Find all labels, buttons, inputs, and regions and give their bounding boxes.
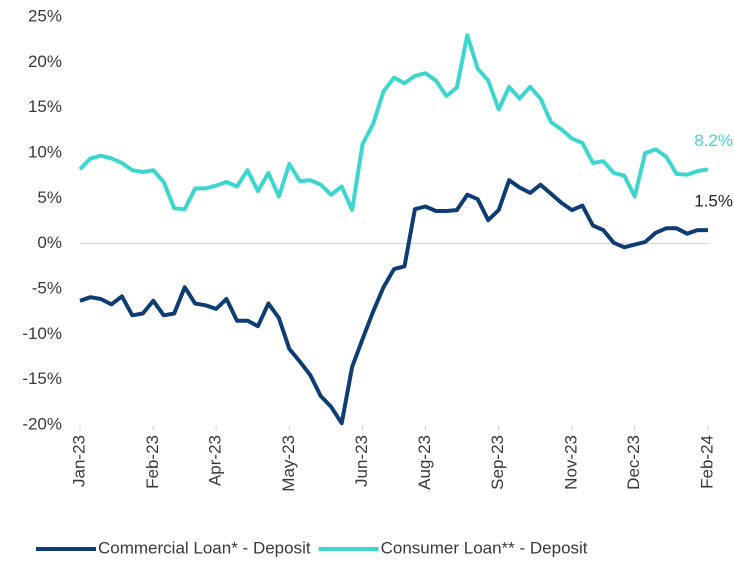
- x-tick-label: Apr-23: [206, 435, 225, 486]
- x-tick-label: Jan-23: [69, 435, 88, 487]
- y-tick-label: 20%: [28, 52, 62, 71]
- legend-label: Consumer Loan** - Deposit: [381, 538, 588, 557]
- y-tick-label: -15%: [22, 369, 62, 388]
- y-tick-label: 5%: [37, 188, 62, 207]
- series-line: [78, 33, 709, 213]
- y-tick-label: 10%: [28, 142, 62, 161]
- x-tick-label: Aug-23: [415, 435, 434, 490]
- data-label: 8.2%: [694, 131, 733, 150]
- x-tick-label: Feb-23: [143, 435, 162, 489]
- x-tick-label: Dec-23: [624, 435, 643, 490]
- x-tick-label: May-23: [279, 435, 298, 492]
- legend-label: Commercial Loan* - Deposit: [98, 538, 311, 557]
- y-tick-label: -10%: [22, 324, 62, 343]
- x-tick-label: Feb-24: [697, 435, 716, 489]
- y-tick-label: 0%: [37, 233, 62, 252]
- x-tick-label: Sep-23: [488, 435, 507, 490]
- y-tick-label: 25%: [28, 6, 62, 25]
- x-tick-label: Jun-23: [352, 435, 371, 487]
- y-tick-label: -5%: [32, 278, 62, 297]
- series-line: [79, 178, 708, 426]
- data-label: 1.5%: [694, 192, 733, 211]
- y-tick-label: 15%: [28, 97, 62, 116]
- y-tick-label: -20%: [22, 414, 62, 433]
- x-tick-label: Nov-23: [561, 435, 580, 490]
